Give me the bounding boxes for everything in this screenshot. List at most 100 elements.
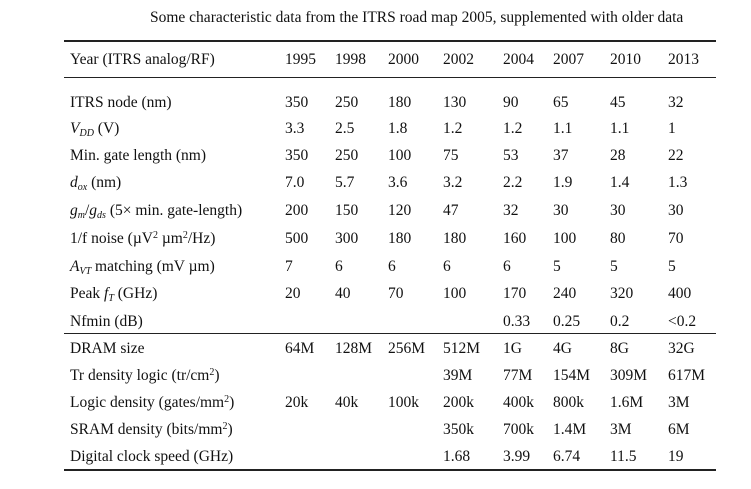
top-rule	[64, 40, 716, 42]
table-cell: 128M	[335, 340, 373, 357]
table-cell: 1.4M	[553, 421, 587, 438]
table-cell: 154M	[553, 367, 591, 384]
table-cell: 32	[668, 94, 684, 111]
row-label: gm/gds (5× min. gate-length)	[70, 202, 243, 221]
table-cell: 6	[335, 258, 343, 275]
table-cell: 1.8	[388, 120, 408, 137]
table-cell: 64M	[285, 340, 315, 357]
table-cell: 250	[335, 147, 359, 164]
row-label: ITRS node (nm)	[70, 94, 172, 111]
table-cell: 39M	[443, 367, 473, 384]
year-header-1995: 1995	[285, 51, 316, 68]
table-cell: 40	[335, 285, 351, 302]
table-cell: 700k	[503, 421, 534, 438]
table-cell: 77M	[503, 367, 533, 384]
table-cell: 2.2	[503, 174, 523, 191]
table-cell: 20k	[285, 394, 309, 411]
table-cell: 130	[443, 94, 467, 111]
table-cell: 350	[285, 94, 309, 111]
table-cell: 1.1	[610, 120, 630, 137]
table-cell: 180	[388, 230, 412, 247]
table-cell: 5	[610, 258, 618, 275]
table-cell: 28	[610, 147, 626, 164]
table-cell: 320	[610, 285, 634, 302]
table-cell: 400	[668, 285, 692, 302]
table-cell: 400k	[503, 394, 534, 411]
table-cell: 170	[503, 285, 527, 302]
table-cell: 7.0	[285, 174, 305, 191]
bottom-rule	[64, 469, 716, 471]
table-cell: 0.33	[503, 313, 531, 330]
table-cell: 2.5	[335, 120, 355, 137]
table-cell: 6	[503, 258, 511, 275]
table-cell: 70	[668, 230, 684, 247]
row-label: Min. gate length (nm)	[70, 147, 207, 164]
year-header-1998: 1998	[335, 51, 366, 68]
table-cell: 4G	[553, 340, 572, 357]
header-label: Year (ITRS analog/RF)	[70, 51, 215, 68]
table-cell: 0.2	[610, 313, 630, 330]
table-cell: 800k	[553, 394, 584, 411]
table-cell: 90	[503, 94, 519, 111]
table-cell: 1G	[503, 340, 522, 357]
year-header-2000: 2000	[388, 51, 419, 68]
table-cell: 3M	[668, 394, 690, 411]
table-cell: 40k	[335, 394, 359, 411]
table-cell: 5.7	[335, 174, 355, 191]
table-cell: 100	[553, 230, 577, 247]
table-cell: 500	[285, 230, 309, 247]
table-cell: 3.99	[503, 448, 531, 465]
table-cell: 1.2	[443, 120, 463, 137]
row-label: VDD (V)	[70, 120, 120, 139]
table-cell: 7	[285, 258, 293, 275]
table-cell: 160	[503, 230, 527, 247]
table-cell: 1.4	[610, 174, 630, 191]
table-cell: 3.3	[285, 120, 305, 137]
table-cell: 250	[335, 94, 359, 111]
table-cell: 6M	[668, 421, 690, 438]
table-cell: 20	[285, 285, 301, 302]
table-cell: 1.2	[503, 120, 523, 137]
table-cell: 32G	[668, 340, 695, 357]
table-cell: 47	[443, 202, 459, 219]
row-label: SRAM density (bits/mm2)	[70, 421, 233, 438]
row-label: Tr density logic (tr/cm2)	[70, 367, 220, 384]
table-cell: 1.9	[553, 174, 573, 191]
table-cell: 45	[610, 94, 626, 111]
row-label: Peak fT (GHz)	[70, 285, 158, 304]
header-rule	[64, 77, 716, 78]
table-cell: 3.2	[443, 174, 463, 191]
table-cell: 30	[610, 202, 626, 219]
table-cell: 1.68	[443, 448, 471, 465]
table-cell: 1.6M	[610, 394, 644, 411]
table-cell: 309M	[610, 367, 648, 384]
table-cell: 80	[610, 230, 626, 247]
table-cell: 0.25	[553, 313, 581, 330]
table-cell: 350	[285, 147, 309, 164]
table-cell: 11.5	[610, 448, 637, 465]
row-label: dox (nm)	[70, 174, 122, 193]
table-cell: 150	[335, 202, 359, 219]
table-cell: 200k	[443, 394, 474, 411]
table-cell: 6.74	[553, 448, 581, 465]
table-cell: 1.1	[553, 120, 573, 137]
row-label: AVT matching (mV µm)	[70, 258, 215, 277]
table-cell: 1.3	[668, 174, 688, 191]
table-cell: 70	[388, 285, 404, 302]
section-rule	[64, 333, 716, 334]
table-cell: 300	[335, 230, 359, 247]
table-cell: 5	[553, 258, 561, 275]
table-caption: Some characteristic data from the ITRS r…	[150, 9, 684, 26]
table-cell: 37	[553, 147, 569, 164]
row-label: Nfmin (dB)	[70, 313, 143, 330]
table-cell: 200	[285, 202, 309, 219]
year-header-2002: 2002	[443, 51, 474, 68]
table-cell: 512M	[443, 340, 481, 357]
table-cell: 617M	[668, 367, 706, 384]
row-label: DRAM size	[70, 340, 145, 357]
row-label: 1/f noise (µV2 µm2/Hz)	[70, 230, 216, 247]
table-cell: 5	[668, 258, 676, 275]
table-cell: 100	[443, 285, 467, 302]
table-cell: 22	[668, 147, 684, 164]
table-cell: 256M	[388, 340, 426, 357]
